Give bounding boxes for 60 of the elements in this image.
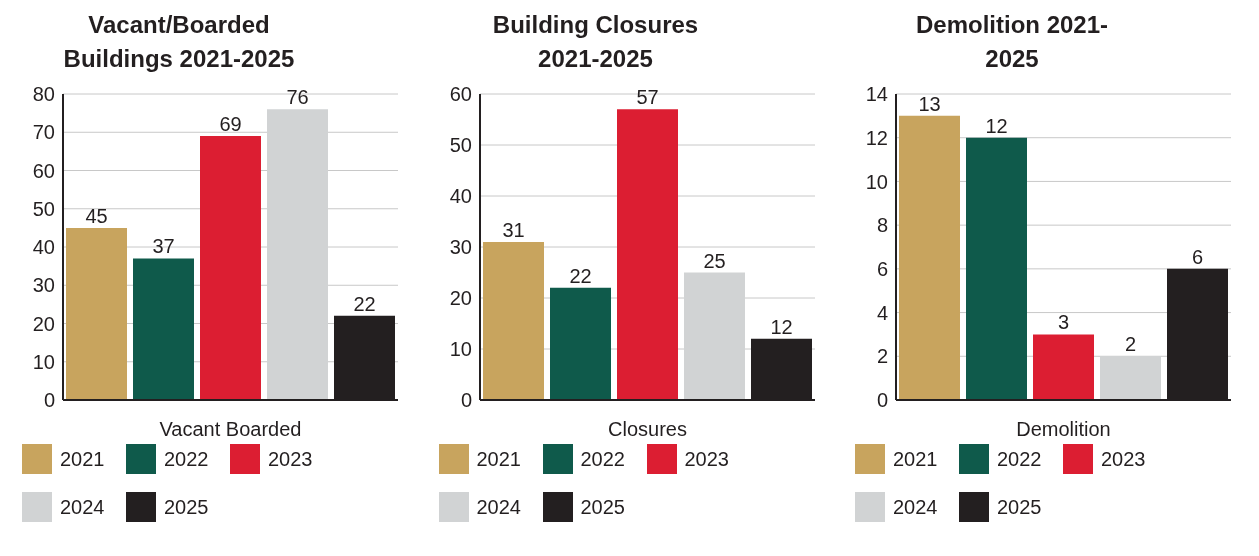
data-label: 22 [353, 292, 376, 315]
y-tick-label: 6 [876, 257, 888, 280]
y-tick-label: 8 [876, 214, 888, 237]
y-tick-label: 60 [32, 159, 55, 182]
y-tick-label: 10 [449, 338, 472, 361]
data-label: 12 [985, 114, 1008, 137]
data-label: 57 [635, 86, 659, 109]
legend-label: 2024 [60, 495, 105, 519]
data-label: 22 [568, 264, 592, 287]
data-label: 3 [1057, 311, 1070, 334]
y-tick-label: 40 [449, 185, 472, 208]
data-label: 76 [286, 86, 309, 109]
chart-title: Building Closures 2021-2025 [491, 10, 700, 74]
data-label: 69 [219, 113, 242, 136]
y-tick-label: 0 [876, 389, 888, 412]
chart-title: Demolition 2021-2025 [914, 10, 1109, 74]
y-tick-label: 10 [865, 170, 888, 193]
y-tick-label: 70 [32, 121, 55, 144]
y-tick-label: 30 [449, 236, 472, 259]
legend-label: 2023 [684, 447, 729, 471]
y-tick-label: 30 [32, 274, 55, 297]
legend-label: 2025 [580, 495, 625, 519]
data-label: 12 [769, 315, 793, 338]
y-tick-label: 0 [43, 389, 55, 412]
data-label: 37 [152, 235, 175, 258]
legend-label: 2022 [997, 447, 1042, 471]
legend-label: 2021 [60, 447, 105, 471]
y-tick-label: 50 [449, 134, 472, 157]
y-tick-label: 4 [876, 301, 888, 324]
y-tick-label: 50 [32, 197, 55, 220]
x-axis-title: Vacant Boarded [159, 418, 302, 440]
legend-label: 2021 [476, 447, 521, 471]
x-axis-title: Demolition [1016, 418, 1111, 440]
y-tick-label: 20 [32, 312, 55, 335]
y-tick-label: 14 [865, 83, 888, 106]
legend-label: 2022 [164, 447, 209, 471]
data-label: 6 [1191, 245, 1204, 268]
legend-label: 2025 [997, 495, 1042, 519]
y-tick-label: 0 [460, 389, 472, 412]
legend-label: 2021 [893, 447, 938, 471]
y-tick-label: 10 [32, 350, 55, 373]
data-label: 31 [501, 218, 525, 241]
y-tick-label: 60 [449, 83, 472, 106]
legend-label: 2024 [893, 495, 938, 519]
y-tick-label: 2 [876, 345, 888, 368]
legend-label: 2024 [476, 495, 521, 519]
legend-label: 2025 [164, 495, 209, 519]
legend-label: 2023 [268, 447, 313, 471]
legend-label: 2023 [1101, 447, 1146, 471]
legend-label: 2022 [580, 447, 625, 471]
x-axis-title: Closures [607, 418, 687, 440]
data-label: 13 [918, 92, 941, 115]
data-label: 2 [1124, 333, 1137, 356]
chart-title: Vacant/Boarded Buildings 2021-2025 [62, 10, 296, 74]
y-tick-label: 12 [865, 126, 888, 149]
y-tick-label: 40 [32, 236, 55, 259]
y-tick-label: 80 [32, 83, 55, 106]
data-label: 25 [702, 249, 726, 272]
data-label: 45 [85, 204, 108, 227]
y-tick-label: 20 [449, 287, 472, 310]
